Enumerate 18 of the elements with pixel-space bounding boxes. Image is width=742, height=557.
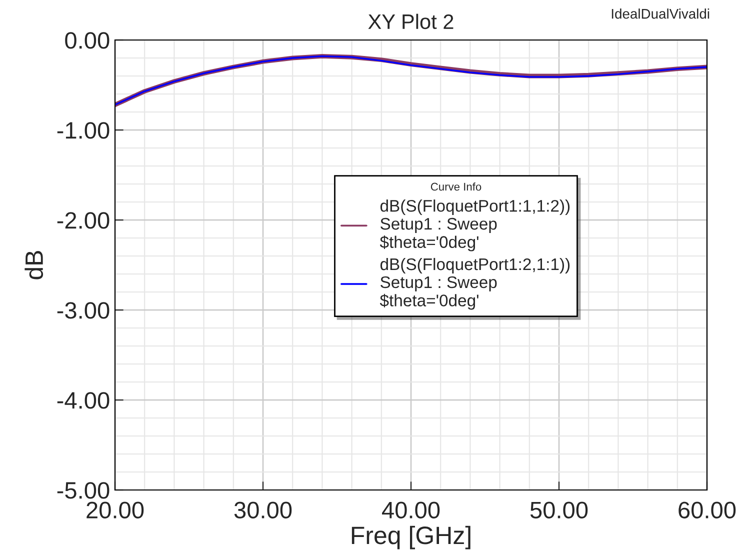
y-axis-title: dB [24,251,44,280]
legend-title: Curve Info [430,182,482,191]
x-tick-label: 30.00 [234,502,292,518]
x-tick-label: 60.00 [678,502,736,518]
legend-label: dB(S(FloquetPort1:2,1:1)) Setup1 : Sweep $theta='0deg' [380,258,570,310]
y-tick-label: -5.00 [57,482,110,499]
x-tick-label: 50.00 [530,502,588,518]
y-tick-label: -2.00 [57,212,110,229]
x-axis-title: Freq [GHz] [352,526,470,550]
text: IdealDualVivaldi [612,8,710,19]
chart-title: XY Plot 2 [368,14,454,30]
x-tick-label: 20.00 [86,502,144,518]
y-tick-label: -3.00 [57,302,110,319]
y-tick-label: -1.00 [57,122,110,139]
x-tick-label: 40.00 [382,502,440,518]
y-tick-label: -4.00 [57,392,110,409]
legend-label: dB(S(FloquetPort1:1,1:2)) Setup1 : Sweep $theta='0deg' [380,200,570,252]
y-tick-label: 0.00 [65,32,110,49]
